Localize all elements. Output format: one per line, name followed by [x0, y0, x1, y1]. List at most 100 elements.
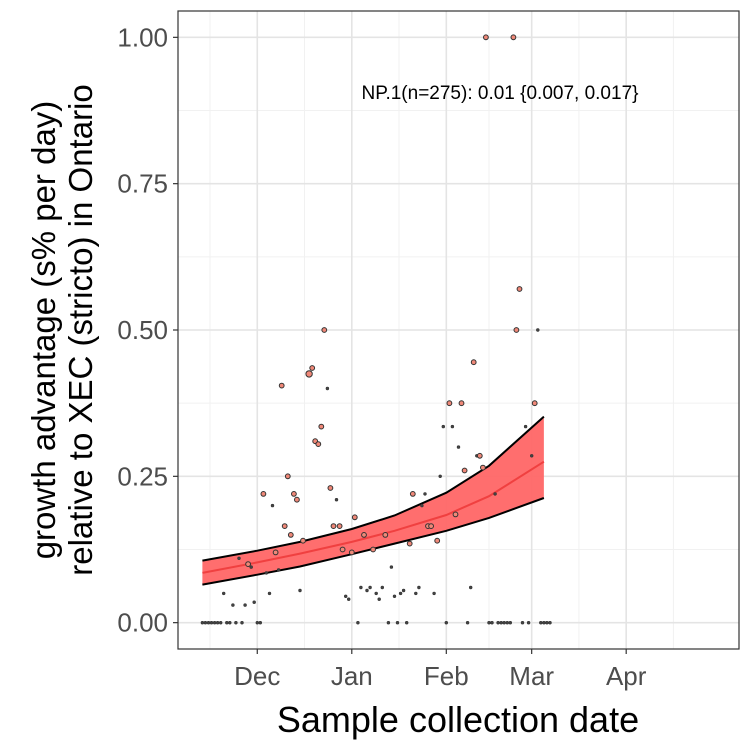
data-point [361, 532, 367, 538]
data-point [487, 620, 491, 625]
data-point [469, 585, 473, 590]
data-point [456, 445, 461, 449]
data-point [409, 491, 416, 497]
y-tick-label: 0.50 [117, 315, 168, 345]
data-point [206, 620, 211, 625]
data-point [245, 561, 252, 567]
data-point [382, 532, 389, 538]
x-tick-label: Jan [331, 661, 373, 691]
data-point [249, 565, 253, 569]
data-point [389, 565, 394, 569]
data-point [252, 600, 256, 604]
data-point [272, 549, 279, 556]
data-point [438, 474, 442, 478]
data-point [356, 620, 360, 625]
data-point [347, 597, 351, 601]
data-point [339, 546, 346, 553]
data-point [200, 620, 205, 625]
data-point [420, 503, 424, 508]
x-axis-title: Sample collection date [277, 699, 639, 740]
data-point [298, 588, 302, 593]
data-point [510, 34, 517, 41]
data-point [490, 620, 494, 625]
data-point [222, 591, 226, 596]
data-point [281, 523, 288, 529]
data-point [315, 441, 322, 448]
data-point [406, 540, 413, 547]
y-tick-label: 0.00 [117, 608, 168, 638]
data-point [516, 286, 523, 292]
data-point [294, 496, 300, 503]
data-point [276, 568, 281, 572]
x-tick-label: Apr [606, 661, 647, 691]
data-point [321, 327, 328, 333]
data-point [542, 620, 546, 625]
data-point [386, 620, 391, 625]
data-point [548, 620, 552, 625]
data-point [370, 546, 377, 553]
data-point [278, 382, 285, 389]
data-point [529, 454, 534, 458]
data-point [446, 400, 453, 407]
data-point [434, 537, 441, 544]
data-point [234, 620, 238, 625]
axis-ticks: 0.00 0.25 0.50 0.75 1.00 Dec Jan Feb Mar Apr [117, 22, 646, 691]
data-point [336, 523, 343, 529]
data-point [209, 620, 214, 625]
data-point [513, 327, 520, 333]
data-point [219, 620, 223, 625]
y-tick-label: 0.75 [117, 169, 168, 199]
data-point [441, 424, 445, 429]
data-point [215, 620, 220, 625]
data-point [264, 571, 269, 575]
data-point [432, 591, 436, 596]
data-point [212, 620, 217, 625]
data-point [401, 588, 406, 593]
data-point [231, 603, 235, 607]
data-point [237, 556, 241, 560]
data-point [536, 328, 540, 332]
y-tick-label: 1.00 [117, 22, 168, 52]
data-points [200, 34, 552, 625]
data-point [287, 532, 294, 538]
data-point [260, 491, 267, 497]
data-point [291, 491, 297, 497]
data-point [523, 424, 528, 429]
data-point [344, 594, 348, 598]
data-point [203, 620, 208, 625]
data-point [255, 620, 259, 625]
data-point [470, 359, 477, 366]
data-point [305, 370, 313, 378]
y-axis-title-line2: relative to XEC (stricto) in Ontario [62, 84, 99, 576]
data-point [496, 620, 500, 625]
annotation-text: NP.1(n=275): 0.01 {0.007, 0.017} [362, 83, 639, 104]
data-point [395, 620, 400, 625]
data-point [414, 591, 418, 596]
data-point [502, 620, 506, 625]
data-point [267, 591, 272, 596]
grid [178, 11, 739, 649]
data-point [545, 620, 549, 625]
data-point [325, 386, 330, 391]
data-point [450, 424, 455, 429]
data-point [520, 620, 525, 625]
data-point [465, 620, 470, 625]
data-point [531, 400, 538, 407]
y-tick-label: 0.25 [117, 461, 168, 491]
data-point [365, 588, 369, 593]
data-point [330, 523, 337, 529]
data-point [359, 585, 363, 590]
y-axis-title-line1: growth advantage (s% per day) [25, 101, 62, 560]
data-point [318, 423, 325, 430]
data-point [505, 620, 509, 625]
data-point [493, 492, 497, 496]
data-point [539, 620, 543, 625]
data-point [284, 473, 291, 480]
data-point [243, 603, 247, 607]
data-point [351, 514, 358, 521]
data-point [428, 523, 435, 529]
data-point [270, 503, 275, 508]
